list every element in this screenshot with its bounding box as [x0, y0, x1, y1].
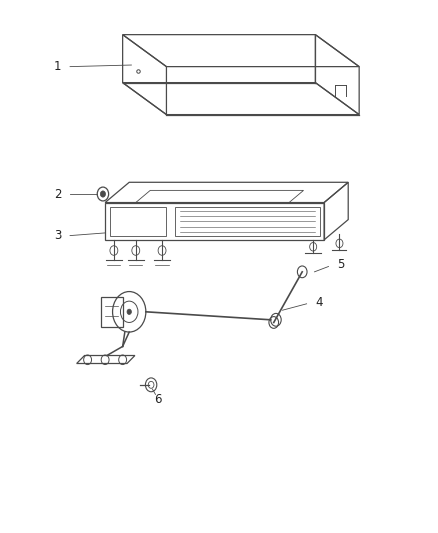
Circle shape — [127, 309, 131, 314]
Circle shape — [100, 191, 106, 197]
Text: 1: 1 — [54, 60, 61, 73]
Text: 2: 2 — [54, 188, 61, 200]
Text: 3: 3 — [54, 229, 61, 242]
Text: 6: 6 — [154, 393, 162, 406]
Text: 5: 5 — [337, 259, 345, 271]
Text: 4: 4 — [315, 296, 323, 309]
